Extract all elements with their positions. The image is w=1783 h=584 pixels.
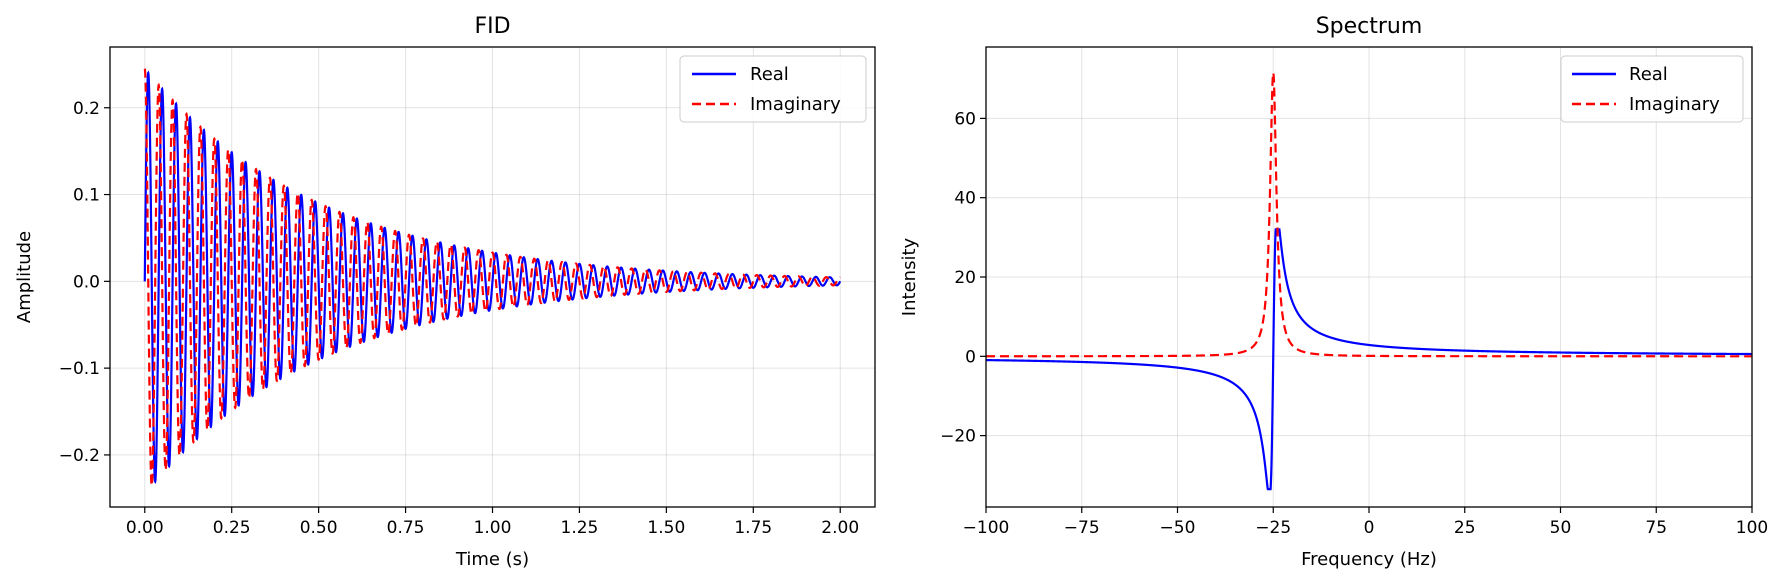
spectrum-legend-real-label: Real (1629, 64, 1668, 85)
fid-title: FID (474, 14, 510, 39)
spectrum-xtick-label: 50 (1550, 518, 1572, 538)
spectrum-legend-imag-label: Imaginary (1629, 94, 1720, 115)
fid-ticks: 0.00 0.25 0.50 0.75 1.00 1.25 1.50 1.75 2.00 −0.2… (59, 99, 859, 538)
fid-legend: Real Imaginary (679, 55, 867, 123)
spectrum-xtick-label: −50 (1160, 518, 1196, 538)
spectrum-xtick-label: −75 (1064, 518, 1100, 538)
spectrum-xtick-label: 25 (1454, 518, 1476, 538)
spectrum-panel: −100 −75 −50 −25 0 25 50 75 100 −20 0 20 40 60 Spectr… (899, 14, 1768, 570)
spectrum-lines (986, 68, 1752, 491)
spectrum-xlabel: Frequency (Hz) (1301, 549, 1437, 570)
fid-xtick-label: 0.25 (213, 518, 251, 538)
spectrum-legend: Real Imaginary (1560, 55, 1744, 123)
spectrum-xtick-label: 0 (1364, 518, 1375, 538)
fid-xtick-label: 0.00 (126, 518, 164, 538)
spectrum-ytick-label: 40 (954, 189, 976, 209)
spectrum-ticks: −100 −75 −50 −25 0 25 50 75 100 −20 0 20 40 60 (940, 109, 1768, 538)
fid-legend-real-label: Real (750, 64, 789, 85)
fid-xtick-label: 1.00 (474, 518, 512, 538)
fid-ytick-label: 0.1 (73, 186, 100, 206)
fid-panel: 0.00 0.25 0.50 0.75 1.00 1.25 1.50 1.75 2.00 −0.2… (14, 14, 876, 570)
fid-ytick-label: 0.2 (73, 99, 100, 119)
spectrum-ytick-label: 60 (954, 109, 976, 129)
fid-xtick-label: 1.25 (561, 518, 599, 538)
fid-xtick-label: 1.75 (734, 518, 772, 538)
fid-xtick-label: 0.75 (387, 518, 425, 538)
spectrum-xtick-label: 100 (1736, 518, 1768, 538)
spectrum-ytick-label: 0 (965, 347, 976, 367)
fid-legend-box (679, 55, 867, 123)
spectrum-series-real (986, 228, 1752, 491)
spectrum-ytick-label: 20 (954, 268, 976, 288)
spectrum-ytick-label: −20 (940, 427, 976, 447)
fid-ytick-label: 0.0 (73, 272, 100, 292)
spectrum-ylabel: Intensity (899, 237, 920, 316)
fid-lines (143, 68, 842, 488)
fid-xtick-label: 1.50 (647, 518, 685, 538)
spectrum-title: Spectrum (1316, 14, 1423, 39)
spectrum-series-imaginary (986, 68, 1752, 358)
spectrum-xtick-label: −25 (1255, 518, 1291, 538)
fid-ytick-label: −0.1 (59, 359, 100, 379)
fid-xlabel: Time (s) (455, 549, 529, 570)
fid-xtick-label: 0.50 (300, 518, 338, 538)
spectrum-legend-box (1560, 55, 1744, 123)
spectrum-xtick-label: −100 (963, 518, 1010, 538)
fid-series-imaginary (143, 68, 841, 488)
fid-ytick-label: −0.2 (59, 446, 100, 466)
fid-ylabel: Amplitude (14, 231, 35, 323)
spectrum-xtick-label: 75 (1645, 518, 1667, 538)
fid-xtick-label: 2.00 (821, 518, 859, 538)
fid-legend-imag-label: Imaginary (750, 94, 841, 115)
